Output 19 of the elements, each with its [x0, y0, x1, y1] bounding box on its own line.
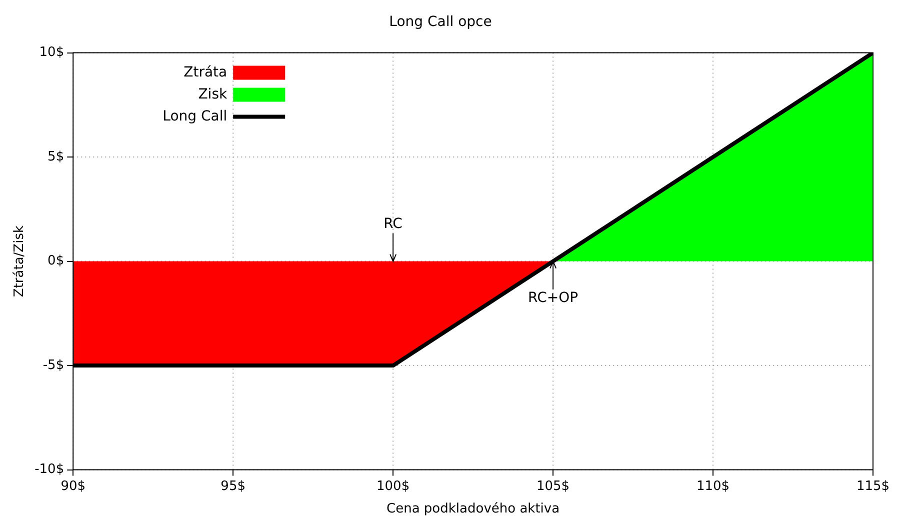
y-tick-label: 10$	[39, 45, 64, 60]
legend-label: Long Call	[162, 108, 228, 124]
x-tick-label: 90$	[60, 478, 86, 494]
x-tick-label: 115$	[856, 478, 890, 494]
annotation: RC+OP	[528, 290, 578, 306]
annotation: RC	[384, 216, 403, 232]
y-tick-label: -5$	[42, 358, 64, 373]
x-tick-label: 110$	[696, 478, 730, 494]
legend-label: Ztráta	[184, 64, 228, 80]
y-tick-label: -10$	[34, 462, 64, 478]
x-tick-label: 95$	[220, 478, 246, 494]
y-axis-title: Ztráta/Zisk	[12, 225, 28, 298]
x-tick-label: 105$	[536, 478, 570, 494]
chart-title: Long Call opce	[389, 14, 492, 30]
y-tick-label: 5$	[48, 149, 64, 164]
y-tick-label: 0$	[48, 254, 64, 269]
legend-label: Zisk	[198, 86, 228, 102]
x-tick-label: 100$	[376, 478, 410, 494]
x-axis-title: Cena podkladového aktiva	[386, 502, 560, 517]
